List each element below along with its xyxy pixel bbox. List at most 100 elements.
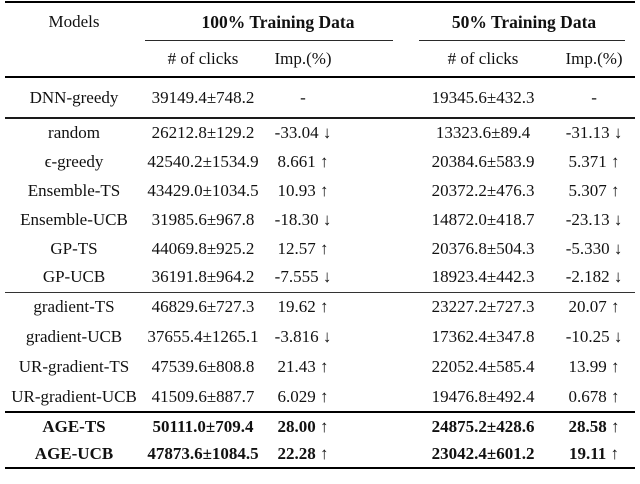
imp-50-cell: -2.182 ↓ — [565, 267, 623, 287]
imp-50-cell: 0.678 ↑ — [568, 386, 620, 406]
table-row: GP-TS 44069.8±925.2 12.57 ↑ 20376.8±504.3 -5… — [5, 234, 635, 263]
imp-50-cell: - — [591, 87, 597, 107]
table-row: Ensemble-TS 43429.0±1034.5 10.93 ↑ 20372.2±… — [5, 176, 635, 205]
column-gap — [343, 205, 413, 234]
imp-50-cell: 13.99 ↑ — [568, 357, 620, 376]
imp-100-cell: 22.28 ↑ — [277, 443, 329, 463]
imp-100-cell: 28.00 ↑ — [277, 416, 329, 436]
column-gap — [343, 352, 413, 382]
clicks-50-cell: 23042.4±601.2 — [431, 443, 535, 463]
clicks-100-cell: 47539.6±808.8 — [151, 357, 255, 376]
table-row: gradient-UCB 37655.4±1265.1 -3.816 ↓ 17362.… — [5, 322, 635, 352]
model-name-cell: random — [48, 123, 100, 142]
table-row: DNN-greedy 39149.4±748.2 - 19345.6±432.3 - — [5, 77, 635, 118]
model-name-cell: DNN-greedy — [29, 87, 119, 107]
model-name-cell: UR-gradient-TS — [18, 357, 130, 376]
model-name-cell: AGE-UCB — [34, 443, 114, 463]
section-baseline: DNN-greedy 39149.4±748.2 - 19345.6±432.3 - — [5, 77, 635, 118]
imp-column-header-50pct: Imp.(%) — [565, 48, 623, 68]
column-gap — [343, 147, 413, 176]
group-header-100pct: 100% Training Data — [143, 2, 413, 41]
column-gap — [343, 440, 413, 468]
imp-50-cell: 5.371 ↑ — [568, 151, 620, 171]
clicks-50-cell: 23227.2±727.3 — [431, 297, 535, 317]
table-row: UR-gradient-TS 47539.6±808.8 21.43 ↑ 22052.… — [5, 352, 635, 382]
column-gap — [343, 77, 413, 118]
clicks-100-cell: 31985.6±967.8 — [151, 209, 255, 229]
clicks-100-cell: 36191.8±964.2 — [151, 267, 255, 287]
imp-50-cell: 19.11 ↑ — [569, 443, 620, 463]
group-header-row: Models 100% Training Data 50% Training D… — [5, 2, 635, 41]
clicks-50-cell: 14872.0±418.7 — [431, 209, 535, 229]
imp-50-cell: 20.07 ↑ — [568, 297, 620, 317]
table-row: gradient-TS 46829.6±727.3 19.62 ↑ 23227.2±7… — [5, 292, 635, 322]
imp-column-header-100pct: Imp.(%) — [274, 48, 332, 68]
table-row: GP-UCB 36191.8±964.2 -7.555 ↓ 18923.4±442.3… — [5, 263, 635, 292]
clicks-column-header-100pct: # of clicks — [167, 48, 239, 68]
clicks-100-cell: 44069.8±925.2 — [151, 238, 255, 258]
clicks-100-cell: 50111.0±709.4 — [152, 416, 254, 436]
sub-header-row: # of clicks Imp.(%) # of clicks Imp.(%) — [5, 41, 635, 77]
model-name-cell: ϵ-greedy — [44, 151, 104, 171]
clicks-50-cell: 19345.6±432.3 — [431, 87, 535, 107]
column-gap — [343, 41, 413, 77]
clicks-100-cell: 26212.8±129.2 — [151, 123, 255, 142]
table-header: Models 100% Training Data 50% Training D… — [5, 2, 636, 77]
section-proposed-age: AGE-TS 50111.0±709.4 28.00 ↑ 24875.2±428.6 2… — [5, 412, 636, 468]
table-row: UR-gradient-UCB 41509.6±887.7 6.029 ↑ 19476… — [5, 382, 635, 412]
table-row: AGE-UCB 47873.6±1084.5 22.28 ↑ 23042.4±601.… — [5, 440, 635, 468]
column-gap — [343, 263, 413, 292]
clicks-100-cell: 46829.6±727.3 — [151, 297, 255, 317]
column-gap — [343, 292, 413, 322]
model-name-cell: GP-TS — [50, 238, 98, 258]
imp-100-cell: 10.93 ↑ — [277, 180, 329, 200]
model-name-cell: UR-gradient-UCB — [11, 386, 137, 406]
imp-50-cell: -5.330 ↓ — [565, 238, 623, 258]
imp-100-cell: 6.029 ↑ — [277, 386, 329, 406]
table-row: random 26212.8±129.2 -33.04 ↓ 13323.6±89.4 -… — [5, 118, 635, 147]
imp-50-cell: 28.58 ↑ — [568, 416, 620, 436]
clicks-100-cell: 39149.4±748.2 — [151, 87, 255, 107]
model-name-cell: AGE-TS — [42, 416, 106, 436]
imp-50-cell: -10.25 ↓ — [565, 327, 623, 346]
section-classic-bandits: random 26212.8±129.2 -33.04 ↓ 13323.6±89.4 -… — [5, 118, 636, 292]
imp-100-cell: - — [300, 87, 306, 107]
imp-50-cell: -23.13 ↓ — [565, 209, 623, 229]
clicks-50-cell: 13323.6±89.4 — [435, 123, 531, 142]
clicks-50-cell: 19476.8±492.4 — [431, 386, 535, 406]
section-gradient-bandits: gradient-TS 46829.6±727.3 19.62 ↑ 23227.2±7… — [5, 292, 636, 412]
imp-100-cell: 19.62 ↑ — [277, 297, 329, 317]
model-name-cell: GP-UCB — [42, 267, 106, 287]
imp-100-cell: 12.57 ↑ — [277, 238, 329, 258]
group-header-50pct: 50% Training Data — [413, 2, 635, 41]
column-gap — [343, 322, 413, 352]
clicks-50-cell: 20376.8±504.3 — [431, 238, 535, 258]
model-name-cell: gradient-TS — [33, 297, 115, 317]
imp-100-cell: -3.816 ↓ — [274, 327, 332, 346]
model-name-cell: gradient-UCB — [25, 327, 123, 346]
clicks-50-cell: 22052.4±585.4 — [431, 357, 535, 376]
imp-100-cell: -33.04 ↓ — [274, 123, 332, 142]
imp-100-cell: -18.30 ↓ — [274, 209, 332, 229]
imp-100-cell: 8.661 ↑ — [277, 151, 329, 171]
column-gap — [343, 176, 413, 205]
imp-100-cell: -7.555 ↓ — [274, 267, 332, 287]
clicks-100-cell: 43429.0±1034.5 — [147, 180, 259, 200]
table-row: Ensemble-UCB 31985.6±967.8 -18.30 ↓ 14872.0… — [5, 205, 635, 234]
imp-50-cell: -31.13 ↓ — [565, 123, 623, 142]
model-name-cell: Ensemble-UCB — [20, 209, 128, 229]
column-gap — [343, 234, 413, 263]
results-table: Models 100% Training Data 50% Training D… — [5, 1, 636, 469]
clicks-50-cell: 24875.2±428.6 — [431, 416, 535, 436]
model-name-cell: Ensemble-TS — [27, 180, 121, 200]
imp-100-cell: 21.43 ↑ — [277, 357, 329, 376]
models-column-header: Models — [48, 12, 100, 31]
clicks-column-header-50pct: # of clicks — [447, 48, 519, 68]
table-row: ϵ-greedy 42540.2±1534.9 8.661 ↑ 20384.6±583… — [5, 147, 635, 176]
clicks-50-cell: 17362.4±347.8 — [431, 327, 535, 346]
table-row: AGE-TS 50111.0±709.4 28.00 ↑ 24875.2±428.6 2… — [5, 412, 635, 440]
column-gap — [343, 382, 413, 412]
imp-50-cell: 5.307 ↑ — [568, 180, 620, 200]
clicks-100-cell: 41509.6±887.7 — [151, 386, 255, 406]
clicks-100-cell: 47873.6±1084.5 — [147, 443, 259, 463]
